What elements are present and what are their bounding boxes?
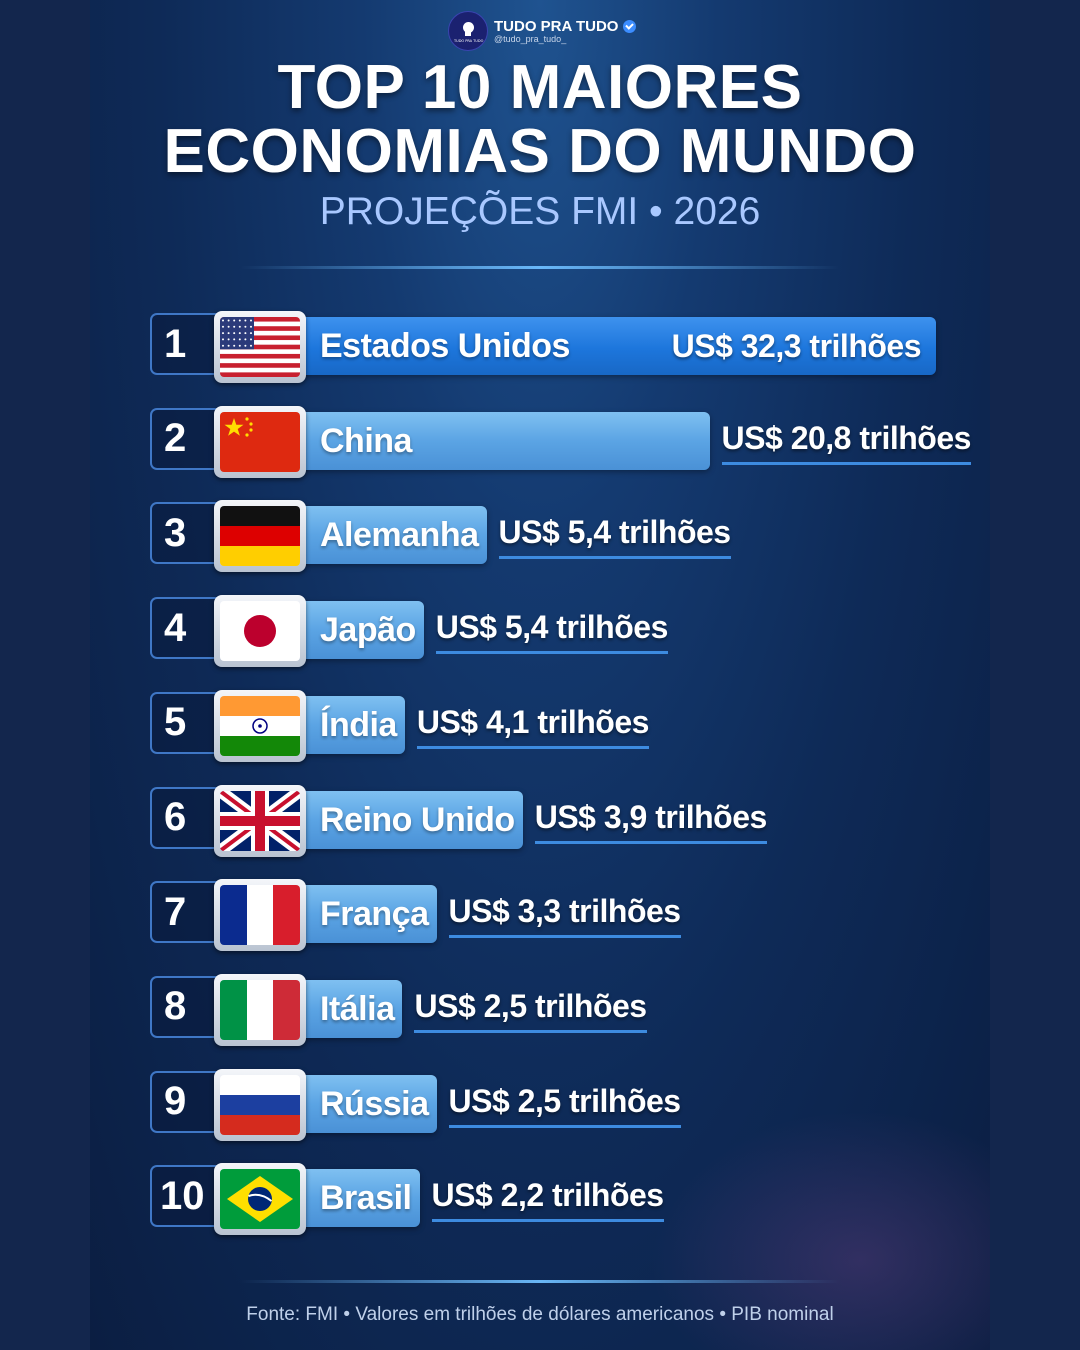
value-label: US$ 4,1 trilhões [416, 696, 649, 749]
value-label: US$ 3,3 trilhões [448, 885, 681, 939]
india-flag-icon [220, 695, 300, 756]
value-label: US$ 5,4 trilhões [435, 601, 668, 655]
flag-frame [214, 311, 306, 383]
avatar[interactable]: TUDO PRA TUDO [448, 11, 488, 51]
verified-badge-icon [623, 20, 637, 33]
logo-text: TUDO PRA TUDO [454, 39, 484, 43]
value-label: US$ 20,8 trilhões [721, 412, 971, 465]
japan-flag-icon [220, 601, 300, 662]
germany-flag-icon [220, 506, 300, 567]
value-label: US$ 2,5 trilhões [414, 980, 647, 1033]
flag-frame [214, 784, 306, 857]
country-label: França [320, 895, 429, 934]
rank-number: 3 [150, 502, 226, 565]
lightbulb-icon [462, 22, 474, 33]
value-label: US$ 3,9 trilhões [534, 791, 767, 844]
country-label: Reino Unido [320, 800, 515, 839]
rank-number: 2 [150, 407, 226, 470]
bar-mark [300, 1074, 437, 1133]
flag-frame [214, 595, 306, 668]
value-label: US$ 5,4 trilhões [498, 506, 731, 560]
flag-frame [214, 1163, 306, 1236]
page-title-line1: TOP 10 MAIORES [277, 53, 803, 122]
china-flag-icon [220, 411, 300, 472]
profile-name: TUDO PRA TUDO [494, 18, 619, 35]
russia-flag-icon [220, 1074, 300, 1135]
bar-mark [300, 506, 487, 565]
rank-number: 7 [150, 881, 226, 944]
flag-frame [214, 879, 306, 952]
bar-mark [300, 317, 936, 375]
rank-number: 4 [150, 597, 226, 660]
rank-number: 9 [150, 1070, 226, 1133]
flag-frame [214, 973, 306, 1046]
italy-flag-icon [220, 979, 300, 1040]
bar-mark [300, 411, 710, 470]
value-label: US$ 32,3 trilhões [671, 328, 922, 364]
brazil-flag-icon [220, 1169, 300, 1230]
country-label: Itália [320, 989, 395, 1028]
country-label: Estados Unidos [320, 327, 570, 365]
profile-handle: @tudo_pra_tudo_ [494, 34, 567, 44]
bar-mark [300, 695, 405, 754]
rank-number: 5 [150, 691, 226, 754]
divider [240, 1280, 840, 1283]
country-label: Japão [320, 611, 416, 650]
bar-mark [300, 885, 437, 944]
country-label: Brasil [320, 1179, 412, 1218]
country-label: Rússia [320, 1084, 429, 1123]
usa-flag-icon [220, 317, 300, 377]
page-subtitle: PROJEÇÕES FMI • 2026 [319, 190, 761, 233]
value-label: US$ 2,5 trilhões [448, 1075, 681, 1128]
rank-number: 6 [150, 786, 226, 849]
source-note: Fonte: FMI • Valores em trilhões de dóla… [246, 1304, 834, 1325]
bar-mark [300, 1169, 420, 1228]
bar-mark [300, 790, 523, 849]
page-title-line2: ECONOMIAS DO MUNDO [163, 117, 917, 186]
flag-frame [214, 1068, 306, 1141]
rank-number: 10 [150, 1165, 226, 1228]
bar-mark [300, 601, 424, 660]
divider [240, 266, 840, 269]
uk-flag-icon [220, 790, 300, 851]
country-label: China [320, 421, 412, 460]
bar-mark [300, 979, 403, 1038]
flag-frame [214, 689, 306, 762]
france-flag-icon [220, 885, 300, 946]
rank-number: 1 [150, 313, 226, 375]
flag-frame [214, 500, 306, 573]
value-label: US$ 2,2 trilhões [431, 1169, 664, 1223]
profile-header[interactable]: TUDO PRA TUDO TUDO PRA TUDO @tudo_pra_tu… [448, 11, 637, 51]
flag-frame [214, 405, 306, 478]
rank-number: 8 [150, 975, 226, 1038]
country-label: Índia [320, 705, 397, 744]
country-label: Alemanha [320, 516, 479, 555]
